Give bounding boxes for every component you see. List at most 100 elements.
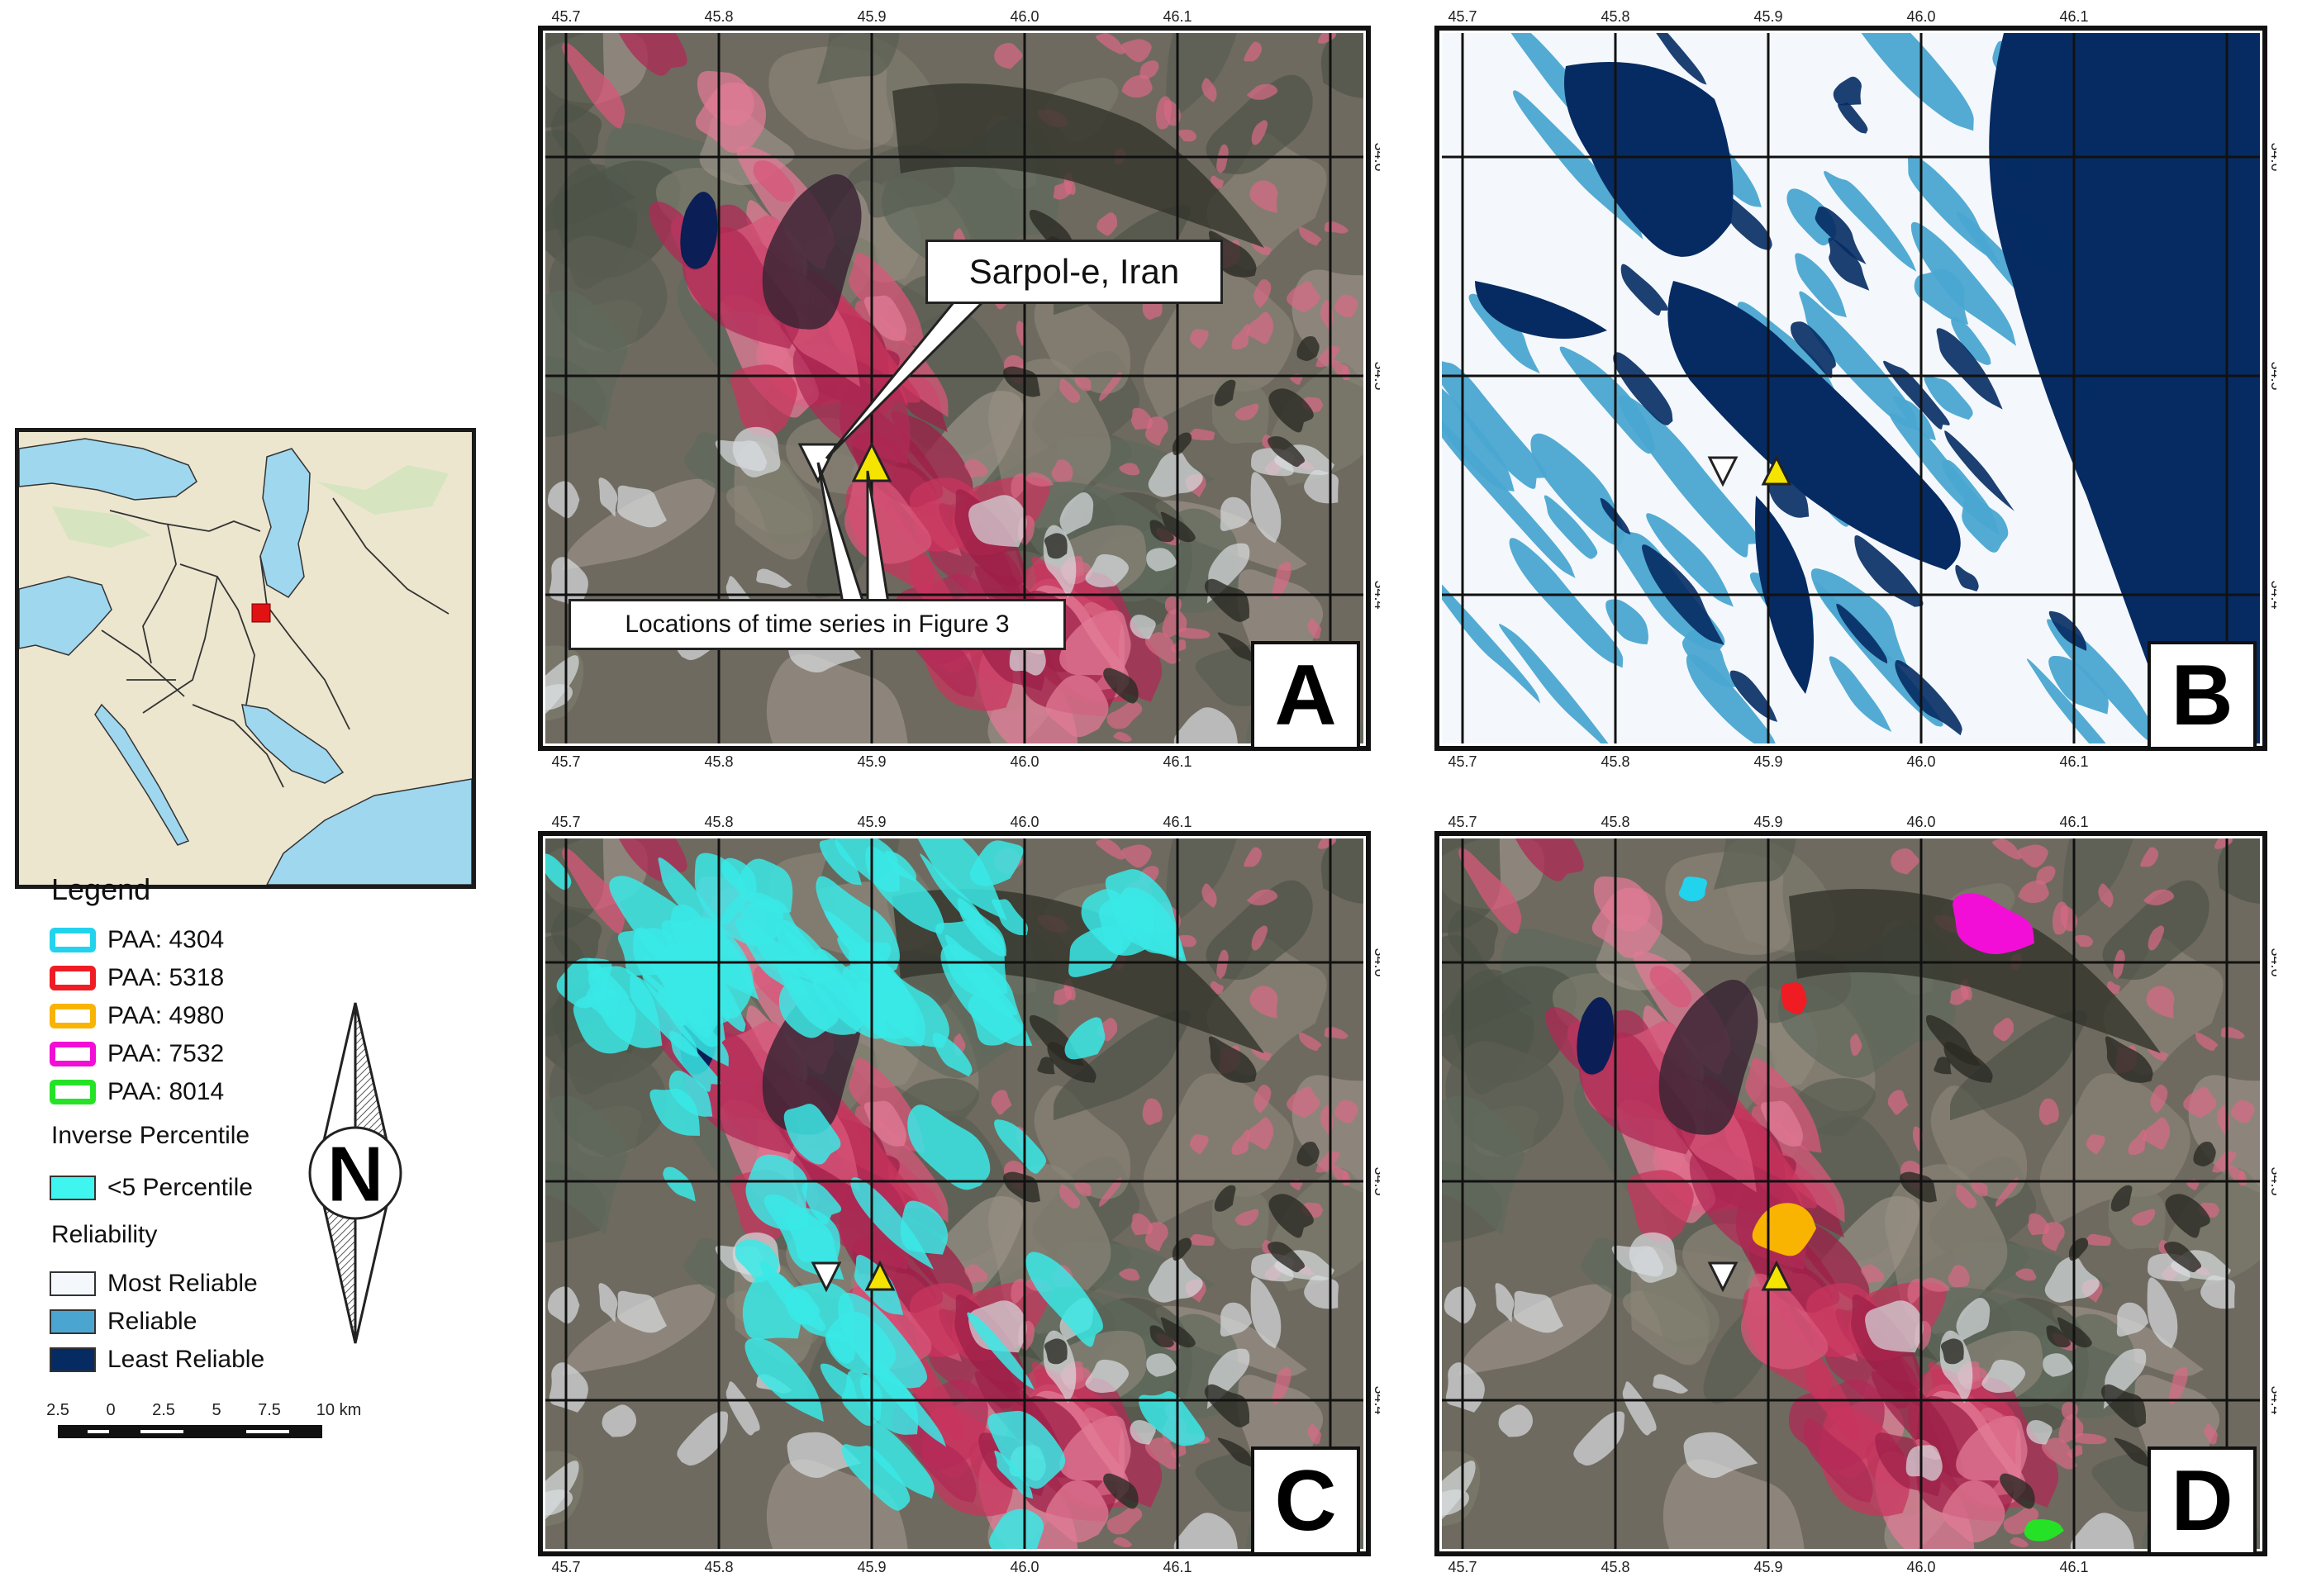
lon-tick-label-top: 45.8	[704, 814, 733, 830]
lon-tick-label-top: 45.8	[704, 8, 733, 25]
north-arrow: N	[302, 1000, 409, 1347]
lat-tick-label-right: 34.6	[2268, 948, 2276, 976]
lon-tick-label-bottom: 45.9	[1753, 753, 1782, 768]
lon-tick-label-top: 45.7	[1448, 8, 1477, 25]
lat-tick-label-left: 34.6	[1434, 948, 1435, 976]
lat-tick-label-right: 34.6	[1372, 948, 1380, 976]
lat-tick-label-right: 34.5	[1372, 1166, 1380, 1195]
lat-tick-label-right: 34.4	[1372, 1385, 1380, 1414]
lon-tick-label-top: 45.8	[1601, 8, 1629, 25]
lon-tick-label-top: 45.9	[857, 814, 886, 830]
lat-tick-label-left: 34.6	[537, 142, 539, 171]
panel-letter-c: C	[1251, 1446, 1360, 1556]
map-panel-d: 45.7 45.7 45.8 45.8 45.9 45.9 46.0 46.0 46.1 46.1…	[1434, 814, 2276, 1574]
lon-tick-label-bottom: 46.1	[1163, 753, 1192, 768]
lon-tick-label-bottom: 45.8	[704, 753, 733, 768]
lon-tick-label-top: 46.0	[1906, 814, 1935, 830]
callout-leaders	[816, 300, 987, 605]
lat-tick-label-right: 34.4	[2268, 580, 2276, 609]
lat-tick-label-left: 34.5	[537, 1166, 539, 1195]
lon-tick-label-bottom: 46.0	[1010, 1559, 1039, 1574]
legend-swatch	[50, 1042, 96, 1066]
legend: Legend PAA: 4304 PAA: 5318 PAA: 4980 PAA…	[25, 859, 454, 1421]
city-label: Sarpol-e, Iran	[925, 240, 1223, 304]
lon-tick-label-bottom: 46.1	[2059, 753, 2088, 768]
lon-tick-label-top: 45.7	[551, 814, 580, 830]
legend-swatch	[50, 1004, 96, 1028]
svg-text:2.5: 2.5	[46, 1401, 69, 1419]
lon-tick-label-top: 45.8	[1601, 814, 1629, 830]
time-series-label: Locations of time series in Figure 3	[568, 599, 1066, 650]
lon-tick-label-top: 46.0	[1010, 814, 1039, 830]
map-panel-b-drawing: 45.7 45.7 45.8 45.8 45.9 45.9 46.0 46.0 46.1 46.1…	[1434, 8, 2276, 768]
mediterranean-sea	[19, 576, 112, 656]
lon-tick-label-bottom: 45.8	[1601, 1559, 1629, 1574]
legend-inverse-percentile-title: Inverse Percentile	[51, 1122, 250, 1149]
lat-tick-label-right: 34.4	[2268, 1385, 2276, 1414]
caspian-sea	[259, 448, 311, 598]
map-panel-c: 45.7 45.7 45.8 45.8 45.9 45.9 46.0 46.0 46.1 46.1…	[537, 814, 1380, 1574]
lon-tick-label-bottom: 45.7	[1448, 753, 1477, 768]
lat-tick-label-left: 34.6	[1434, 142, 1435, 171]
persian-gulf	[241, 704, 345, 784]
lon-tick-label-top: 45.7	[551, 8, 580, 25]
legend-item-most-reliable: Most Reliable	[50, 1267, 258, 1300]
lon-tick-label-top: 45.7	[1448, 814, 1477, 830]
legend-swatch	[50, 1309, 96, 1334]
lon-tick-label-top: 46.1	[1163, 814, 1192, 830]
lon-tick-label-bottom: 45.9	[857, 753, 886, 768]
lat-tick-label-right: 34.5	[2268, 1166, 2276, 1195]
lon-tick-label-bottom: 45.8	[1601, 753, 1629, 768]
lon-tick-label-top: 46.1	[2059, 814, 2088, 830]
lon-tick-label-top: 46.0	[1906, 8, 1935, 25]
panel-letter-b: B	[2148, 641, 2257, 750]
lat-tick-label-left: 34.6	[537, 948, 539, 976]
map-panel-b: 45.7 45.7 45.8 45.8 45.9 45.9 46.0 46.0 46.1 46.1…	[1434, 8, 2276, 768]
legend-title: Legend	[51, 872, 151, 906]
svg-text:2.5: 2.5	[152, 1401, 175, 1419]
svg-text:10 km: 10 km	[316, 1401, 361, 1419]
lon-tick-label-bottom: 45.7	[1448, 1559, 1477, 1574]
lat-tick-label-left: 34.4	[1434, 1385, 1435, 1414]
lat-tick-label-left: 34.4	[537, 580, 539, 609]
legend-swatch	[50, 1080, 96, 1104]
scale-bar-drawing: 2.5 0 2.5 5 7.5 10 km	[46, 1401, 361, 1438]
legend-swatch	[50, 928, 96, 952]
north-letter: N	[326, 1130, 383, 1218]
study-area-marker	[251, 603, 271, 623]
lon-tick-label-top: 46.1	[1163, 8, 1192, 25]
lon-tick-label-bottom: 45.7	[551, 753, 580, 768]
lat-tick-label-left: 34.5	[537, 361, 539, 390]
legend-item-paa-7532: PAA: 7532	[50, 1038, 224, 1071]
legend-swatch	[50, 1271, 96, 1296]
legend-reliability-title: Reliability	[51, 1221, 158, 1248]
lon-tick-label-bottom: 46.0	[1906, 1559, 1935, 1574]
legend-item-paa-4304: PAA: 4304	[50, 924, 224, 957]
panel-letter-d: D	[2148, 1446, 2257, 1556]
lat-tick-label-left: 34.5	[1434, 361, 1435, 390]
red-sea	[94, 703, 190, 846]
lon-tick-label-bottom: 46.1	[1163, 1559, 1192, 1574]
scale-bar: 2.5 0 2.5 5 7.5 10 km	[41, 1392, 372, 1466]
lat-tick-label-right: 34.5	[1372, 361, 1380, 390]
svg-text:7.5: 7.5	[258, 1401, 281, 1419]
lon-tick-label-bottom: 45.9	[857, 1559, 886, 1574]
legend-item-paa-8014: PAA: 8014	[50, 1076, 224, 1109]
legend-item-reliable: Reliable	[50, 1305, 197, 1338]
legend-swatch	[50, 1347, 96, 1372]
lat-tick-label-right: 34.4	[1372, 580, 1380, 609]
svg-text:0: 0	[106, 1401, 115, 1419]
panel-letter-a: A	[1251, 641, 1360, 750]
locator-map	[15, 428, 476, 889]
arabian-sea	[266, 778, 472, 885]
lat-tick-label-left: 34.4	[537, 1385, 539, 1414]
lon-tick-label-top: 45.9	[857, 8, 886, 25]
lat-tick-label-left: 34.4	[1434, 580, 1435, 609]
lon-tick-label-bottom: 46.0	[1906, 753, 1935, 768]
locator-map-drawing	[19, 432, 472, 885]
north-arrow-drawing: N	[308, 1002, 402, 1344]
lon-tick-label-top: 46.0	[1010, 8, 1039, 25]
legend-item-percentile: <5 Percentile	[50, 1171, 253, 1204]
lat-tick-label-right: 34.6	[1372, 142, 1380, 171]
legend-item-least-reliable: Least Reliable	[50, 1343, 264, 1376]
